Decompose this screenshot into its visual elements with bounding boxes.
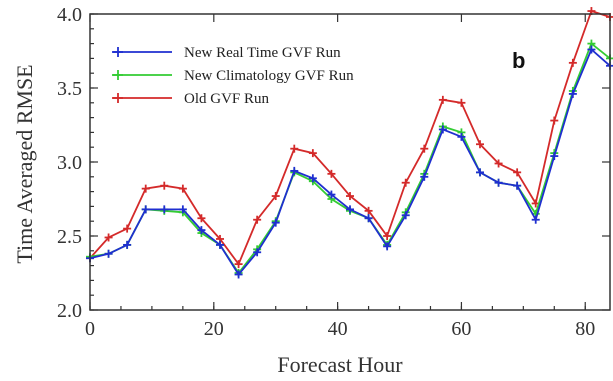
x-axis-ticks: 0 20 40 60 80 [85, 14, 595, 340]
legend-item: Old GVF Run [112, 91, 270, 107]
data-point [197, 214, 206, 223]
legend-label: New Real Time GVF Run [184, 45, 341, 61]
x-axis-title: Forecast Hour [277, 352, 403, 377]
data-point [197, 226, 206, 235]
data-point [104, 249, 113, 258]
data-point [104, 233, 113, 242]
data-point [513, 181, 522, 190]
data-point [234, 260, 243, 269]
data-point [438, 95, 447, 104]
legend-label: New Climatology GVF Run [184, 68, 354, 84]
data-point [494, 159, 503, 168]
data-point [568, 89, 577, 98]
data-point [123, 224, 132, 233]
data-point [253, 248, 262, 257]
panel-label: b [512, 48, 525, 73]
data-point [178, 205, 187, 214]
data-point [476, 140, 484, 149]
data-point [401, 178, 410, 187]
series-2 [86, 7, 613, 269]
data-point [141, 184, 150, 193]
data-point [457, 132, 466, 141]
legend: New Real Time GVF Run New Climatology GVF… [112, 45, 354, 107]
data-point [587, 45, 596, 54]
data-point [327, 190, 336, 199]
y-tick-label: 3.5 [57, 78, 82, 100]
data-point [308, 149, 317, 158]
data-point [383, 242, 392, 251]
data-point [364, 214, 373, 223]
data-point [420, 172, 429, 181]
data-point [308, 174, 317, 183]
data-point [290, 144, 299, 153]
x-tick-label: 60 [451, 318, 471, 340]
data-point [234, 270, 243, 279]
data-point [364, 206, 373, 215]
data-point [438, 125, 447, 134]
legend-label: Old GVF Run [184, 91, 270, 107]
data-point [457, 98, 466, 107]
data-point [494, 178, 503, 187]
data-point [253, 215, 262, 224]
data-point [216, 240, 224, 249]
y-tick-label: 2.0 [57, 300, 82, 322]
data-point [160, 205, 169, 214]
data-point [568, 58, 577, 67]
y-tick-label: 2.5 [57, 226, 82, 248]
data-point [290, 166, 299, 175]
x-tick-label: 40 [328, 318, 348, 340]
data-point [531, 215, 540, 224]
data-point [401, 211, 410, 220]
data-point [178, 184, 187, 193]
series-lines [86, 7, 613, 279]
data-point [476, 168, 484, 177]
x-tick-label: 0 [85, 318, 95, 340]
data-point [123, 240, 132, 249]
data-point [513, 168, 522, 177]
legend-item: New Climatology GVF Run [112, 68, 354, 84]
data-point [327, 169, 336, 178]
data-point [271, 192, 280, 201]
data-point [346, 192, 354, 201]
plot-frame [89, 13, 611, 311]
x-tick-label: 20 [204, 318, 224, 340]
legend-item: New Real Time GVF Run [112, 45, 341, 61]
data-point [160, 181, 169, 190]
data-point [550, 116, 559, 125]
data-point [383, 232, 392, 240]
data-point [420, 144, 429, 153]
data-point [550, 152, 559, 161]
x-tick-label: 80 [575, 318, 595, 340]
y-axis-ticks: 2.0 2.5 3.0 3.5 4.0 [57, 4, 610, 322]
series-line [89, 9, 611, 266]
y-axis-title: Time Averaged RMSE [12, 64, 37, 263]
y-tick-label: 4.0 [57, 4, 82, 26]
y-tick-label: 3.0 [57, 152, 82, 174]
data-point [271, 218, 280, 227]
data-point [346, 205, 354, 214]
data-point [141, 205, 150, 214]
